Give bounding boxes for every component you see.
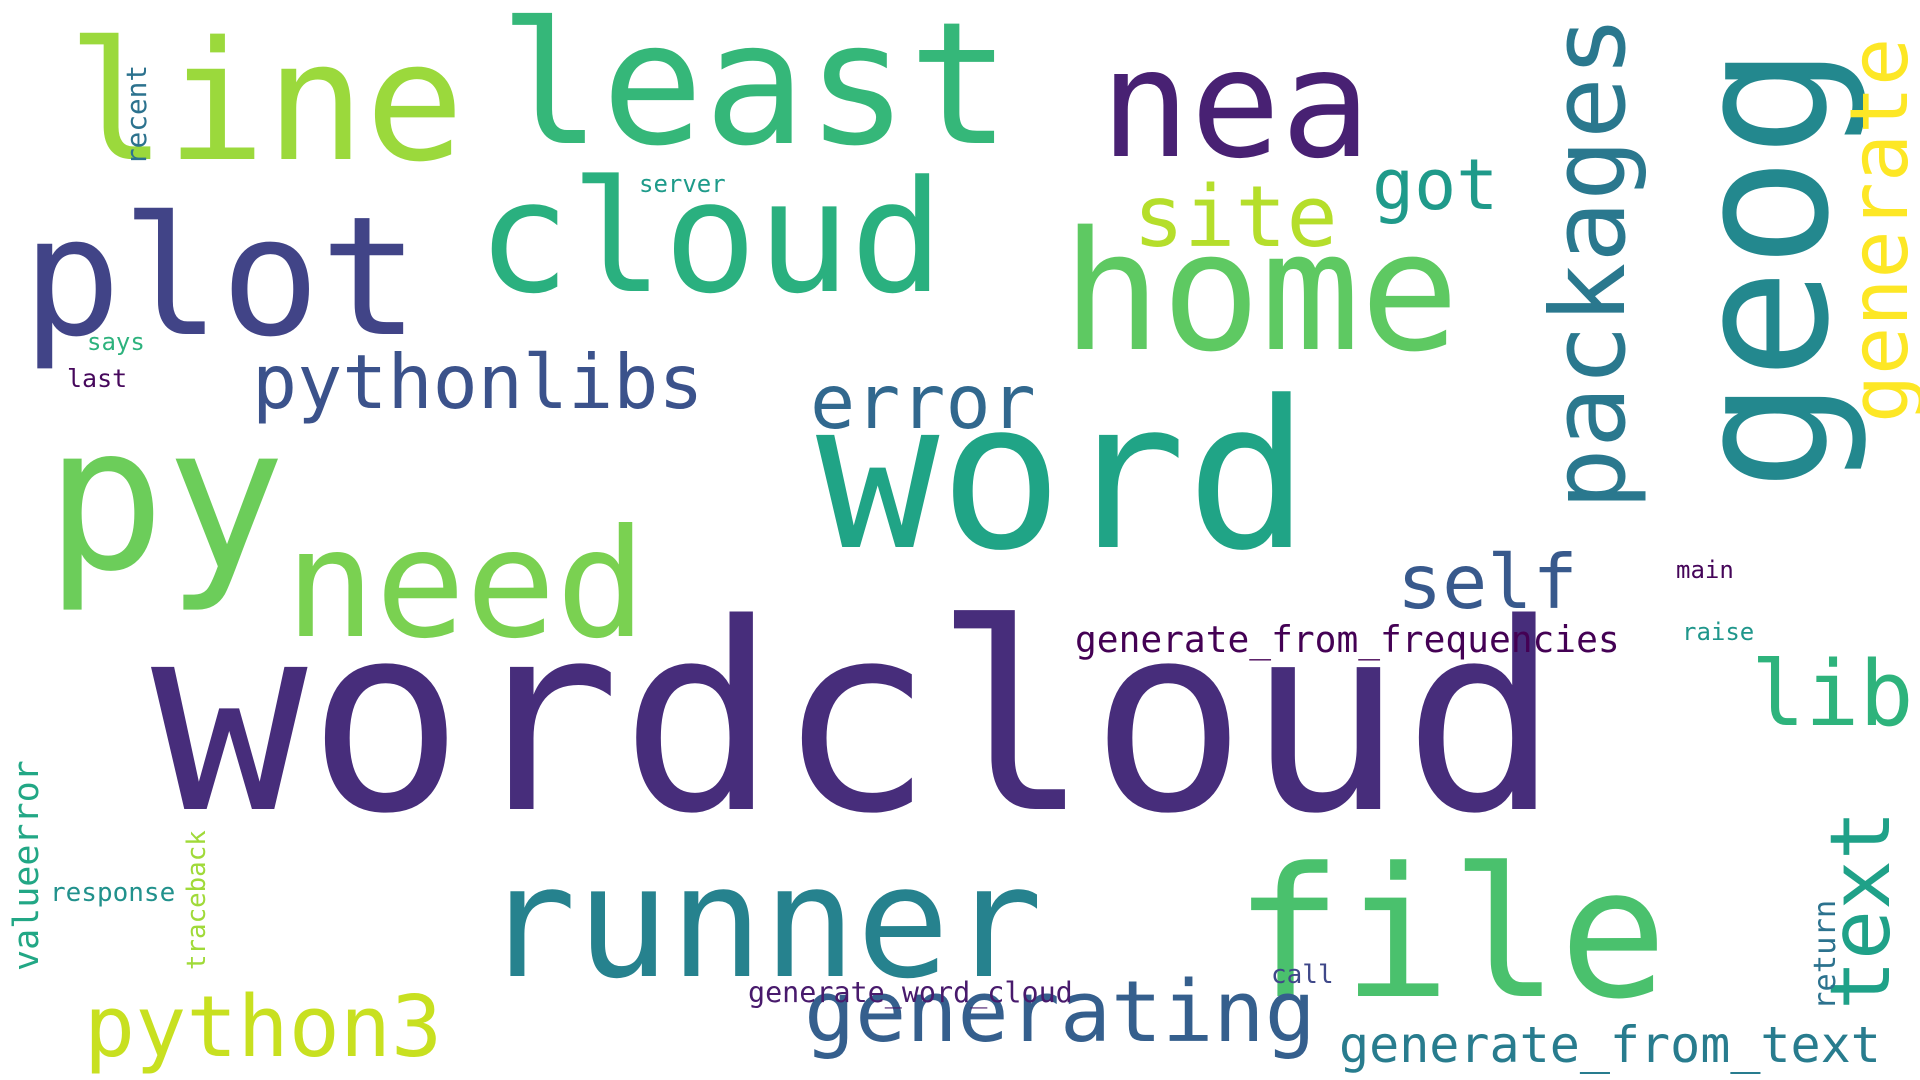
word-generating: generating (804, 963, 1316, 1062)
word-home: home (1062, 196, 1460, 388)
word-geog: geog (1654, 45, 1870, 491)
word-line: line (67, 6, 465, 198)
word-got: got (1372, 144, 1499, 226)
word-call: call (1271, 960, 1334, 990)
word-return: return (1808, 899, 1843, 1010)
word-recent: recent (120, 64, 153, 165)
word-generate-from-text: generate_from_text (1339, 1016, 1881, 1074)
word-pythonlibs: pythonlibs (252, 338, 704, 426)
word-packages: packages (1530, 15, 1649, 510)
word-wordcloud: wordcloud (151, 569, 1560, 871)
word-nea: nea (1100, 18, 1371, 192)
word-generate-word-cloud: generate_word_cloud (748, 976, 1073, 1009)
word-last: last (67, 364, 128, 393)
word-self: self (1397, 538, 1578, 626)
word-need: need (285, 498, 647, 672)
word-raise: raise (1682, 618, 1755, 646)
word-file: file (1234, 830, 1668, 1039)
word-server: server (639, 170, 726, 198)
word-least: least (499, 0, 1011, 184)
word-cloud-term: cloud (477, 147, 944, 328)
word-generate: generate (1833, 37, 1920, 423)
word-runner: runner (483, 832, 1043, 1013)
word-generate-from-frequencies: generate_from_frequencies (1075, 618, 1620, 661)
word-traceback: traceback (182, 830, 212, 970)
word-py: py (45, 383, 286, 616)
word-word: word (816, 358, 1310, 596)
word-valueerror: valueerror (7, 760, 47, 971)
word-plot: plot (22, 181, 420, 373)
word-error: error (810, 358, 1036, 446)
word-response: response (50, 878, 176, 908)
word-lib: lib (1751, 642, 1914, 747)
word-python3: python3 (84, 978, 443, 1077)
word-site: site (1133, 168, 1338, 267)
word-main: main (1676, 556, 1734, 584)
word-says: says (87, 328, 145, 356)
